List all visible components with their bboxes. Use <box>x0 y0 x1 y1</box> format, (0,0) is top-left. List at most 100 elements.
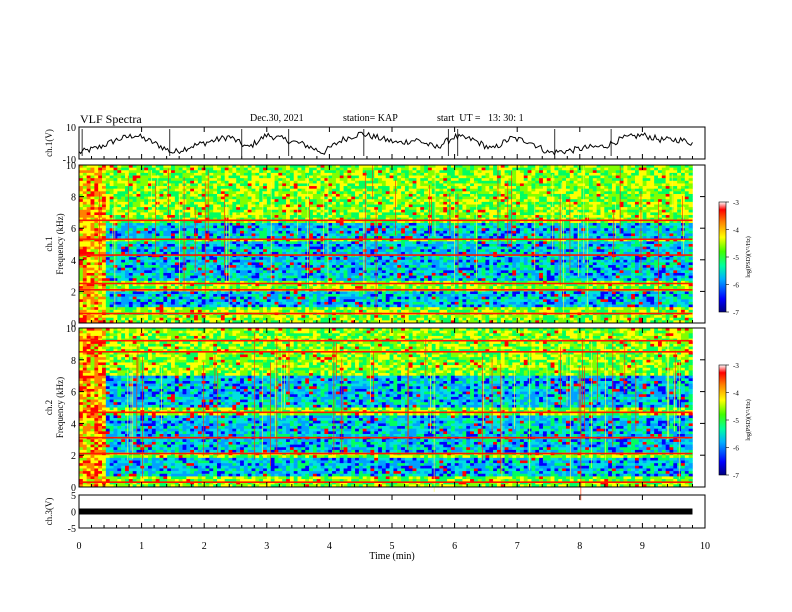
ch1-spec-cell <box>340 223 344 226</box>
ch1-spec-cell <box>232 186 236 189</box>
ch1-spec-cell <box>328 241 332 244</box>
ch1-spec-cell <box>106 231 110 234</box>
ch1-spec-cell <box>439 223 443 226</box>
ch1-spec-cell <box>593 215 597 218</box>
ch1-spec-cell <box>627 223 631 226</box>
ch1-spec-cell <box>255 244 259 247</box>
ch1-spec-cell <box>577 181 581 184</box>
ch1-spec-cell <box>543 183 547 186</box>
ch1-spec-cell <box>275 223 279 226</box>
ch1-spec-cell <box>248 241 252 244</box>
ch1-spec-cell <box>328 168 332 171</box>
ch1-spec-cell <box>681 231 685 234</box>
ch1-spec-cell <box>244 186 248 189</box>
ch1-spec-cell <box>681 173 685 176</box>
ch1-spec-cell <box>194 223 198 226</box>
ch1-spec-cell <box>321 183 325 186</box>
ch1-spec-cell <box>137 212 141 215</box>
ch1-spec-cell <box>581 228 585 231</box>
ch1-spec-cell <box>374 183 378 186</box>
ch1-spec-cell <box>286 178 290 181</box>
ch1-spec-cell <box>535 244 539 247</box>
ch1-spec-cell <box>478 223 482 226</box>
ch1-spec-cell <box>409 186 413 189</box>
ch1-spec-cell <box>367 226 371 229</box>
ch1-spec-cell <box>623 186 627 189</box>
ch1-spec-cell <box>497 168 501 171</box>
ch1-spec-cell <box>355 231 359 234</box>
ch1-spec-cell <box>186 194 190 197</box>
ch1-spec-cell <box>144 205 148 208</box>
ch1-spec-cell <box>133 183 137 186</box>
ch1-spec-cell <box>666 223 670 226</box>
ch1-spec-cell <box>252 183 256 186</box>
ch1-spec-cell <box>236 205 240 208</box>
ch1-spec-cell <box>91 228 95 231</box>
ch1-spec-cell <box>236 168 240 171</box>
ch1-spec-cell <box>244 241 248 244</box>
ch1-spec-cell <box>317 183 321 186</box>
ch1-spec-cell <box>493 176 497 179</box>
ch1-spec-cell <box>612 168 616 171</box>
ch1-spec-cell <box>301 178 305 181</box>
ch1-spec-cell <box>493 173 497 176</box>
ch1-spec-cell <box>344 191 348 194</box>
ch1-spec-cell <box>512 178 516 181</box>
ch1-spec-cell <box>278 223 282 226</box>
ch1-spec-cell <box>194 173 198 176</box>
ch1-spec-cell <box>167 210 171 213</box>
ch1-spec-cell <box>175 205 179 208</box>
ch1-spec-cell <box>577 233 581 236</box>
ch1-spec-cell <box>267 226 271 229</box>
ch1-spec-cell <box>562 173 566 176</box>
ch1-spec-cell <box>516 226 520 229</box>
ch1-spec-cell <box>117 191 121 194</box>
ch1-spec-cell <box>282 199 286 202</box>
ch1-spec-cell <box>175 231 179 234</box>
ch1-spec-cell <box>106 170 110 173</box>
ch1-spec-cell <box>390 233 394 236</box>
ch1-spec-cell <box>321 241 325 244</box>
ch1-spec-cell <box>160 191 164 194</box>
ch1-spec-cell <box>160 202 164 205</box>
ch1-spec-cell <box>79 215 83 218</box>
ch1-spec-cell <box>340 186 344 189</box>
ch1-spec-cell <box>382 215 386 218</box>
ch1-spec-cell <box>91 186 95 189</box>
ch1-spec-cell <box>324 170 328 173</box>
ch1-spec-cell <box>229 173 233 176</box>
ch1-spec-cell <box>424 183 428 186</box>
ch1-spec-cell <box>482 178 486 181</box>
ch1-spec-cell <box>183 173 187 176</box>
ch1-spec-cell <box>382 205 386 208</box>
ch1-spec-cell <box>79 183 83 186</box>
ch1-spec-cell <box>574 210 578 213</box>
ch1-spec-cell <box>485 173 489 176</box>
ch1-spec-cell <box>474 226 478 229</box>
ch1-spec-cell <box>186 168 190 171</box>
ch1-spec-cell <box>209 202 213 205</box>
ch1-spec-cell <box>512 170 516 173</box>
ch1-spec-cell <box>470 181 474 184</box>
ch1-spec-cell <box>635 212 639 215</box>
ch1-spec-cell <box>428 168 432 171</box>
ch1-spec-cell <box>294 205 298 208</box>
ch1-spec-cell <box>340 173 344 176</box>
ch1-spec-cell <box>133 207 137 210</box>
ch1-spec-cell <box>87 199 91 202</box>
ch1-spec-cell <box>313 233 317 236</box>
ch1-spec-cell <box>190 210 194 213</box>
ch1-spec-cell <box>313 212 317 215</box>
ch1-spec-cell <box>470 233 474 236</box>
ch1-spec-cell <box>121 205 125 208</box>
ch1-spec-cell <box>186 189 190 192</box>
ch1-spec-cell <box>259 186 263 189</box>
ch1-spec-cell <box>248 170 252 173</box>
ch1-spec-cell <box>351 210 355 213</box>
ch1-spec-cell <box>225 212 229 215</box>
ch1-spec-cell <box>677 231 681 234</box>
ch1-spec-cell <box>612 170 616 173</box>
ch1-spec-cell <box>685 226 689 229</box>
ch1-spec-cell <box>355 197 359 200</box>
ch1-spec-cell <box>646 215 650 218</box>
